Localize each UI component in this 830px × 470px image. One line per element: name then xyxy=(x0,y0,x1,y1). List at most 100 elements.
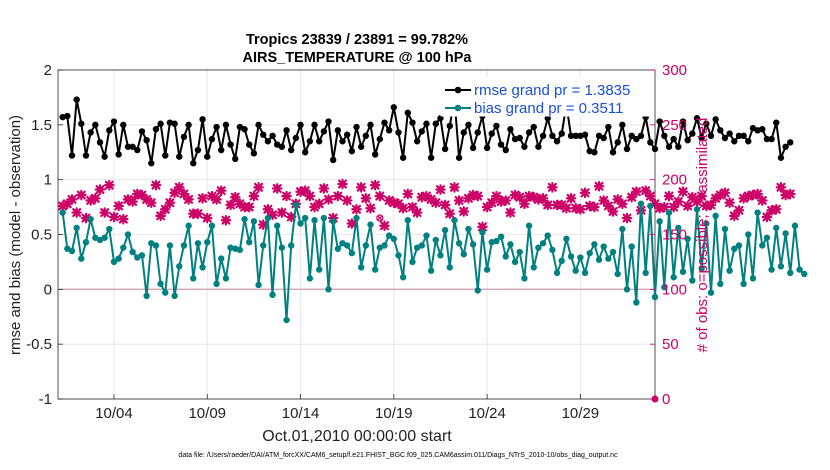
obs-marker-shape xyxy=(673,196,684,207)
obs-point xyxy=(668,201,679,213)
rmse-point xyxy=(684,136,691,144)
obs-point xyxy=(225,199,236,211)
obs-marker-shape xyxy=(136,189,148,201)
obs-marker-shape xyxy=(117,213,129,225)
obs-point xyxy=(519,198,530,210)
bias-point xyxy=(549,246,556,254)
obs-point xyxy=(131,188,143,200)
bias-point xyxy=(418,242,425,249)
obs-marker-shape xyxy=(416,191,428,203)
obs-point xyxy=(281,190,292,202)
obs-point xyxy=(491,190,502,202)
obs-point xyxy=(607,206,619,217)
obs-marker-shape xyxy=(528,191,540,203)
rmse-point xyxy=(148,160,155,167)
obs-point xyxy=(99,207,110,218)
rmse-point xyxy=(721,134,729,142)
bias-point xyxy=(544,232,551,239)
obs-point xyxy=(421,190,432,202)
obs-marker-shape xyxy=(192,208,204,219)
bias-point xyxy=(185,222,192,229)
rmse-point xyxy=(325,118,332,125)
rmse-point xyxy=(255,121,262,129)
obs-point xyxy=(654,202,665,214)
rmse-point xyxy=(343,131,351,138)
obs-point xyxy=(449,182,460,193)
obs-marker-shape xyxy=(766,205,777,216)
bias-point xyxy=(274,222,281,229)
bias-point xyxy=(362,242,370,249)
obs-point xyxy=(724,197,735,208)
bias-point xyxy=(190,275,197,282)
bias-point xyxy=(791,222,799,229)
obs-point xyxy=(383,195,395,206)
obs-marker-shape xyxy=(444,208,456,219)
rmse-point xyxy=(138,128,146,135)
rmse-point xyxy=(619,121,626,129)
obs-marker-shape xyxy=(439,199,451,211)
bias-point xyxy=(511,258,519,266)
obs-point xyxy=(556,199,568,211)
obs-point xyxy=(257,219,269,230)
obs-marker-shape xyxy=(94,184,106,195)
obs-point xyxy=(164,197,176,208)
bias-point xyxy=(469,241,477,248)
bias-point xyxy=(637,200,645,207)
rmse-point xyxy=(246,141,253,148)
x-axis-label: Oct.01,2010 00:00:00 start xyxy=(262,428,452,445)
obs-point xyxy=(379,220,390,232)
obs-marker-shape xyxy=(495,196,507,207)
obs-point xyxy=(169,187,180,199)
rmse-point xyxy=(96,139,104,146)
rmse-point xyxy=(78,120,85,127)
obs-point xyxy=(323,194,334,205)
obs-marker-shape xyxy=(411,207,423,218)
bias-point xyxy=(283,316,290,324)
bias-point xyxy=(241,215,248,223)
legend-rmse-marker xyxy=(454,86,462,94)
bias-point xyxy=(623,286,631,293)
obs-marker-shape xyxy=(640,185,651,196)
obs-marker-shape xyxy=(104,179,115,191)
bias-point xyxy=(693,206,701,213)
x-ticks: 10/04 10/09 10/14 10/19 10/24 10/29 xyxy=(95,394,599,422)
rmse-point xyxy=(297,121,304,129)
bias-point xyxy=(87,215,94,223)
rmse-point xyxy=(404,109,412,116)
rmse-point xyxy=(521,143,528,150)
chart-title-line2: AIRS_TEMPERATURE @ 100 hPa xyxy=(242,50,472,66)
obs-point xyxy=(514,191,526,203)
obs-point xyxy=(649,198,661,210)
bias-point xyxy=(288,242,295,249)
obs-point xyxy=(640,185,651,196)
obs-marker-shape xyxy=(281,190,292,202)
obs-point xyxy=(537,193,549,204)
bias-series xyxy=(59,200,808,324)
obs-marker-shape xyxy=(169,187,180,199)
obs-point xyxy=(145,197,157,208)
bias-point xyxy=(726,267,733,274)
rmse-point xyxy=(623,145,631,153)
obs-marker-shape xyxy=(267,209,278,221)
obs-point xyxy=(472,190,484,202)
obs-point xyxy=(533,194,544,205)
obs-marker-shape xyxy=(379,220,390,232)
obs-point xyxy=(481,201,493,213)
rmse-point xyxy=(134,146,141,154)
bias-point xyxy=(703,220,710,227)
bias-point xyxy=(115,255,122,262)
rmse-point xyxy=(292,134,300,142)
obs-marker-shape xyxy=(691,196,703,207)
obs-point xyxy=(197,193,208,204)
obs-point xyxy=(388,197,400,208)
obs-point xyxy=(85,195,96,206)
bias-point xyxy=(670,274,677,281)
obs-marker-shape xyxy=(453,195,465,206)
rmse-point xyxy=(395,129,402,136)
obs-marker-shape xyxy=(341,195,353,206)
bias-point xyxy=(437,252,444,259)
bias-point xyxy=(474,287,481,294)
obs-marker-shape xyxy=(603,200,614,212)
y-tick-label-right: 50 xyxy=(662,336,679,353)
rmse-point xyxy=(689,130,696,137)
